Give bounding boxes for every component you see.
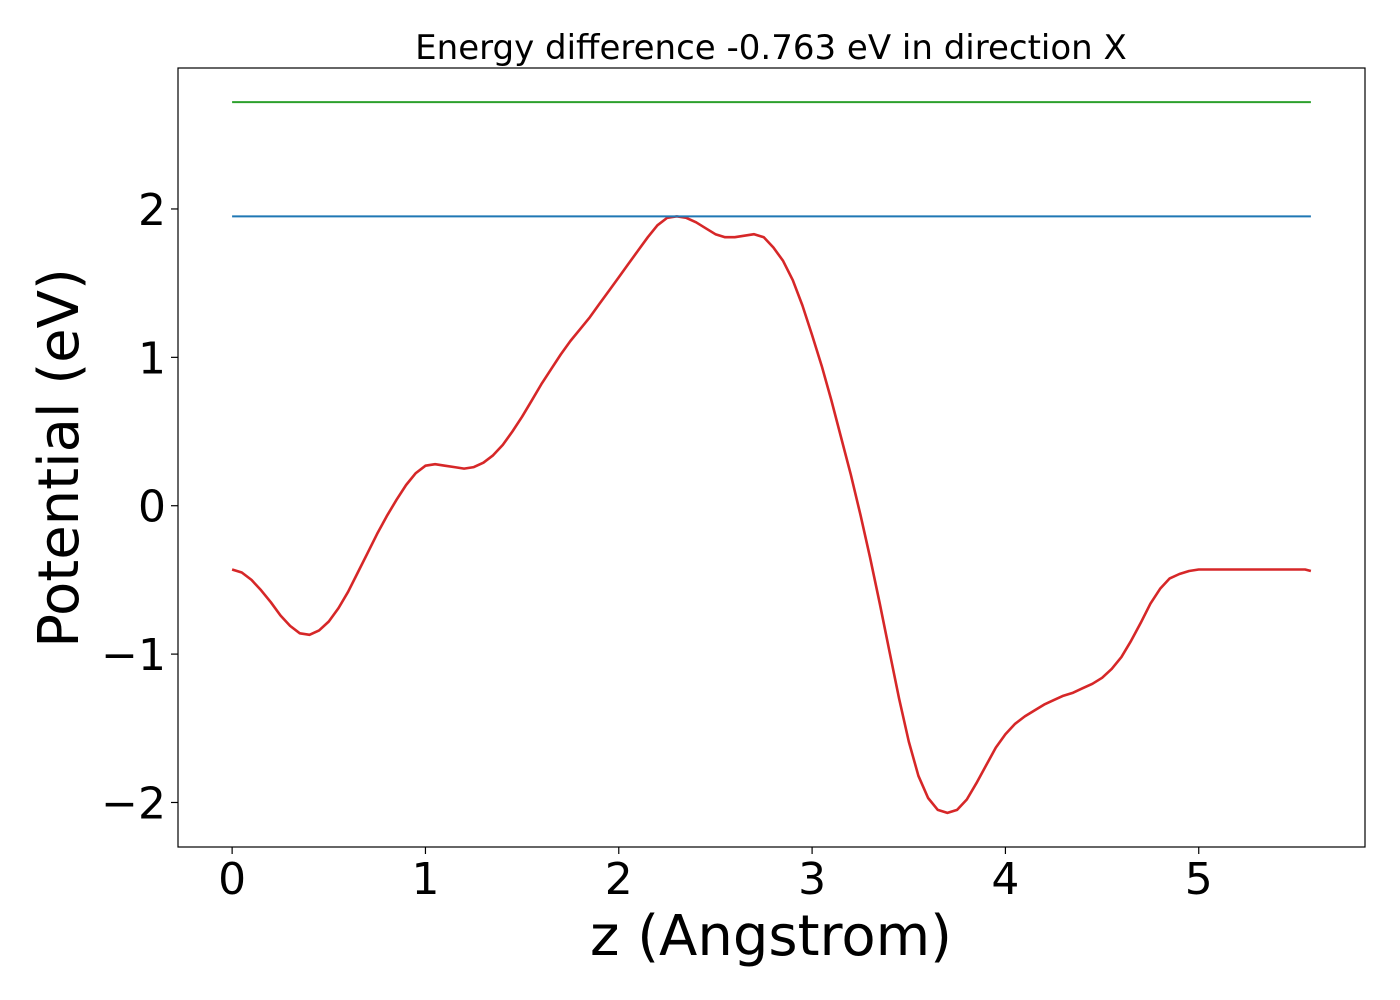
y-axis-ticks: −2 −1 0 1 2 <box>101 185 178 829</box>
y-tick-label: 0 <box>138 482 166 533</box>
x-tick-label: 0 <box>218 854 246 905</box>
y-axis-label: Potential (eV) <box>27 268 92 648</box>
x-tick-label: 2 <box>605 854 633 905</box>
series-layer <box>231 101 1312 815</box>
x-tick-label: 5 <box>1185 854 1213 905</box>
x-tick-label: 3 <box>798 854 826 905</box>
plot-area-frame <box>177 67 1366 848</box>
y-tick-label: −1 <box>101 630 166 681</box>
y-tick-label: 2 <box>138 185 166 236</box>
y-tick-label: 1 <box>138 333 166 384</box>
y-tick-label: −2 <box>101 778 166 829</box>
x-tick-label: 4 <box>991 854 1019 905</box>
x-tick-label: 1 <box>411 854 439 905</box>
x-axis-label: z (Angstrom) <box>590 904 952 969</box>
chart-title: Energy difference -0.763 eV in direction… <box>415 28 1127 68</box>
x-axis-ticks: 0 1 2 3 4 5 <box>218 847 1213 905</box>
series-line-1 <box>231 215 1312 815</box>
